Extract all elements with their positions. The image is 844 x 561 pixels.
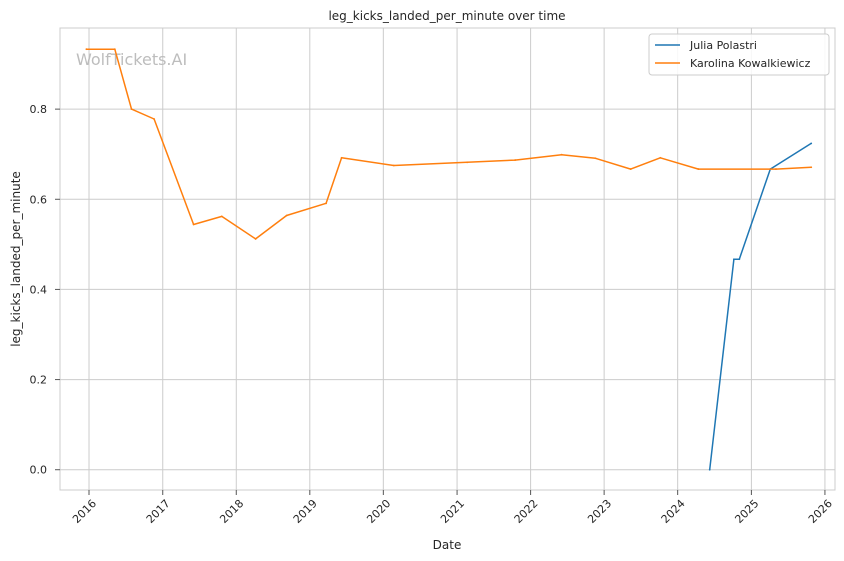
legend-box <box>648 33 830 76</box>
plot-area-frame <box>59 27 836 491</box>
grid-lines <box>60 28 835 490</box>
data-point-karolina-kowalkiewicz <box>514 159 516 161</box>
data-point-julia-polastri <box>810 142 813 145</box>
x-tick-label: 2020 <box>364 497 393 526</box>
x-tick-label: 2026 <box>806 497 835 526</box>
y-tick-label: 0.6 <box>30 193 48 206</box>
y-tick-label: 0.4 <box>30 283 48 296</box>
data-point-karolina-kowalkiewicz <box>113 48 116 51</box>
x-tick-label: 2017 <box>144 497 173 526</box>
x-tick-label: 2024 <box>659 497 688 526</box>
watermark-text: WolfTickets.AI <box>76 50 187 69</box>
data-point-karolina-kowalkiewicz <box>697 168 700 170</box>
series-lines <box>85 48 813 471</box>
x-tick-label: 2021 <box>438 497 467 526</box>
chart-title: leg_kicks_landed_per_minute over time <box>328 9 565 23</box>
data-point-karolina-kowalkiewicz <box>659 156 662 159</box>
data-point-karolina-kowalkiewicz <box>466 161 469 164</box>
data-point-karolina-kowalkiewicz <box>810 166 813 169</box>
legend-label-karolina-kowalkiewicz: Karolina Kowalkiewicz <box>690 57 811 70</box>
x-tick-label: 2019 <box>291 497 320 526</box>
legend-label-julia-polastri: Julia Polastri <box>689 39 757 52</box>
data-point-karolina-kowalkiewicz <box>325 202 328 205</box>
y-tick-label: 0.0 <box>30 464 48 477</box>
data-point-karolina-kowalkiewicz <box>220 215 223 218</box>
x-tick-label: 2023 <box>585 497 614 526</box>
x-tick-label: 2018 <box>217 497 246 526</box>
x-axis-ticks: 2016 2017 2018 2019 2020 2021 2022 2023 2024 2025… <box>70 490 835 526</box>
y-axis-ticks: 0.0 0.2 0.4 0.6 0.8 <box>30 103 60 477</box>
data-point-julia-polastri <box>708 468 711 471</box>
data-point-julia-polastri <box>738 258 741 261</box>
series-line-karolina-kowalkiewicz <box>86 48 812 240</box>
data-point-karolina-kowalkiewicz <box>775 168 777 170</box>
data-point-karolina-kowalkiewicz <box>192 223 195 226</box>
data-point-karolina-kowalkiewicz <box>130 108 133 111</box>
data-point-karolina-kowalkiewicz <box>85 48 88 51</box>
data-point-karolina-kowalkiewicz <box>340 156 343 159</box>
x-tick-label: 2025 <box>732 497 761 526</box>
x-axis-label: Date <box>433 538 462 552</box>
data-point-julia-polastri <box>732 258 735 261</box>
data-point-karolina-kowalkiewicz <box>560 153 563 156</box>
data-point-karolina-kowalkiewicz <box>153 118 155 120</box>
x-tick-label: 2022 <box>512 497 541 526</box>
data-point-karolina-kowalkiewicz <box>254 238 257 240</box>
data-point-karolina-kowalkiewicz <box>285 214 288 217</box>
y-axis-label: leg_kicks_landed_per_minute <box>9 171 23 347</box>
series-line-julia-polastri <box>708 142 812 470</box>
data-point-karolina-kowalkiewicz <box>594 157 597 160</box>
data-point-karolina-kowalkiewicz <box>392 164 395 167</box>
x-tick-label: 2016 <box>70 497 99 526</box>
data-point-karolina-kowalkiewicz <box>629 168 632 170</box>
y-tick-label: 0.8 <box>30 103 48 116</box>
legend: Julia Polastri Karolina Kowalkiewicz <box>648 33 830 76</box>
y-tick-label: 0.2 <box>30 374 48 387</box>
